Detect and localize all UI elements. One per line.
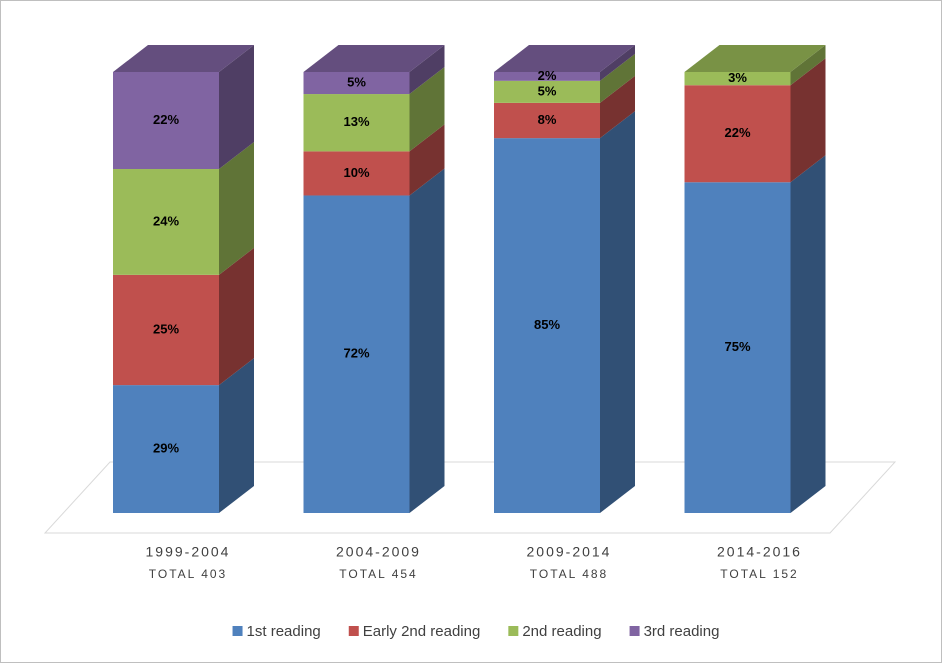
data-label: 5% — [347, 74, 366, 89]
bar — [303, 195, 410, 514]
data-label: 8% — [538, 112, 557, 127]
bar-side — [409, 67, 445, 152]
bar-top — [113, 45, 254, 72]
legend-label: 1st reading — [247, 623, 321, 640]
data-label: 10% — [343, 165, 369, 180]
bar-top — [494, 45, 635, 72]
x-tick-label: 1999-2004 — [146, 544, 231, 560]
bar — [113, 169, 219, 275]
bar-side — [790, 45, 826, 86]
bar — [494, 80, 600, 103]
bar-side — [600, 53, 635, 103]
bar — [113, 72, 219, 170]
data-label: 3% — [728, 70, 747, 85]
x-tick-label: 2009-2014 — [527, 544, 612, 560]
bar — [494, 72, 600, 81]
bar-side — [409, 45, 445, 95]
data-label: 13% — [343, 114, 369, 129]
bar-top — [303, 45, 445, 72]
data-label: 22% — [153, 112, 179, 127]
bar — [494, 102, 600, 139]
legend-swatch — [629, 626, 640, 636]
bar — [494, 138, 600, 513]
legend-swatch — [348, 626, 359, 636]
bar-top — [684, 45, 826, 72]
bar — [684, 72, 791, 86]
legend-swatch — [508, 626, 519, 636]
data-label: 75% — [724, 339, 750, 354]
legend-label: 2nd reading — [522, 623, 601, 640]
floor — [43, 461, 897, 534]
bar — [113, 385, 219, 513]
bar-side — [409, 168, 445, 514]
bar-side — [600, 111, 635, 514]
data-label: 5% — [538, 83, 557, 98]
bar — [684, 85, 791, 183]
bar — [303, 72, 410, 95]
data-label: 29% — [153, 440, 179, 455]
bar-side — [600, 45, 635, 81]
data-label: 22% — [724, 125, 750, 140]
legend-label: Early 2nd reading — [363, 623, 481, 640]
x-tick-sublabel: TOTAL 152 — [720, 567, 798, 581]
data-label: 72% — [343, 346, 369, 361]
legend-swatch — [232, 626, 243, 636]
x-tick-sublabel: TOTAL 403 — [149, 567, 227, 581]
data-label: 2% — [538, 68, 557, 83]
data-label: 24% — [153, 213, 179, 228]
bar-side — [219, 358, 254, 513]
x-tick-sublabel: TOTAL 454 — [339, 567, 417, 581]
bar-side — [600, 75, 635, 139]
bar — [303, 151, 410, 196]
bar-side — [790, 155, 826, 513]
x-tick-label: 2004-2009 — [336, 544, 421, 560]
bar-side — [790, 58, 826, 183]
bar — [303, 94, 410, 152]
x-tick-sublabel: TOTAL 488 — [530, 567, 608, 581]
data-label: 25% — [153, 321, 179, 336]
bar-side — [219, 45, 254, 170]
x-tick-label: 2014-2016 — [717, 544, 802, 560]
bar-side — [409, 124, 445, 196]
bar — [113, 274, 219, 386]
bar — [684, 182, 791, 513]
bar-side — [219, 247, 254, 386]
data-label: 85% — [534, 317, 560, 332]
legend-label: 3rd reading — [644, 623, 720, 640]
bar-side — [219, 142, 254, 275]
